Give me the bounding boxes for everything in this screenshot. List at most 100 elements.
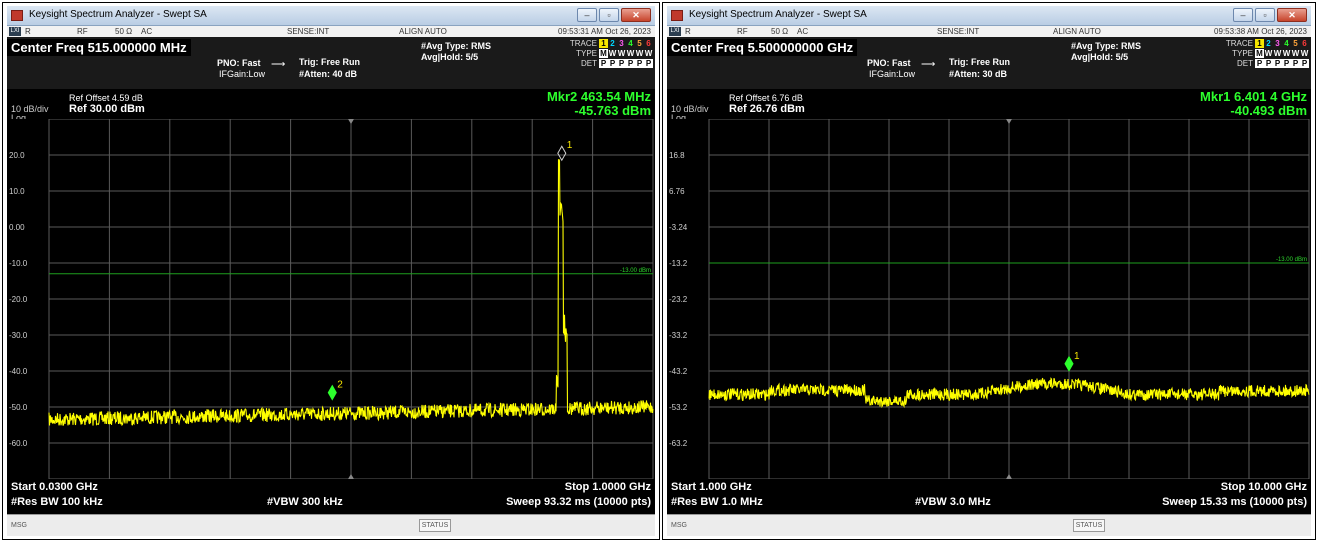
marker-frequency-readout: Mkr2 463.54 MHz: [546, 89, 651, 104]
lxi-icon: LXI: [669, 27, 681, 36]
sweep-time[interactable]: Sweep 93.32 ms (10000 pts): [506, 496, 651, 508]
pno-setting: PNO: Fast: [867, 58, 911, 68]
minimize-button[interactable]: –: [577, 8, 597, 22]
spectrum-trace: [48, 158, 654, 427]
start-frequency[interactable]: Start 0.0300 GHz: [11, 481, 98, 493]
marker-number-label: 1: [1074, 351, 1080, 362]
sweep-time[interactable]: Sweep 15.33 ms (10000 pts): [1162, 496, 1307, 508]
sense-indicator: SENSE:INT: [287, 27, 330, 36]
settings-header: Center Freq 515.000000 MHz PNO: Fast IFG…: [7, 37, 655, 89]
center-frequency[interactable]: Center Freq 515.000000 MHz: [7, 39, 191, 56]
spectrum-trace: [708, 377, 1310, 409]
trace-status-box: TRACE 1 2 3 4 5 6 TYPE M WWWWW DET P P P P P P: [567, 39, 653, 69]
coupling-indicator: AC: [141, 27, 153, 36]
status-label: STATUS: [419, 519, 451, 532]
app-icon: [11, 10, 23, 21]
marker-diamond-icon: [327, 384, 337, 401]
marker-amplitude-readout: -40.493 dBm: [1230, 103, 1307, 118]
ref-level: Ref 26.76 dBm: [729, 103, 805, 115]
video-bandwidth[interactable]: #VBW 300 kHz: [267, 496, 343, 508]
spectrum-svg: 16.8 6.76 -3.24 -13.2 -23.2 -33.2 -43.2 -53.2 -6…: [669, 119, 1310, 479]
log-label: Log: [11, 113, 27, 123]
y-tick-label: 6.76: [669, 187, 685, 196]
y-tick-label: -3.24: [669, 223, 688, 232]
trace-row: TRACE 1 2 3 4 5 6: [569, 39, 651, 48]
settings-header: Center Freq 5.500000000 GHz PNO: Fast IF…: [667, 37, 1311, 89]
trace-status-box: TRACE 1 2 3 4 5 6 TYPE M WWWWW DET P P P P P P: [1223, 39, 1309, 69]
align-indicator: ALIGN AUTO: [399, 27, 447, 36]
det-row: DET P P P P P P: [1237, 59, 1309, 68]
maximize-button[interactable]: ▫: [1255, 8, 1275, 22]
center-top-tick-icon: [1006, 119, 1012, 124]
ifgain-setting: IFGain:Low: [869, 69, 916, 79]
timestamp: 09:53:31 AM Oct 26, 2023: [558, 27, 651, 36]
resolution-bandwidth[interactable]: #Res BW 1.0 MHz: [671, 496, 763, 508]
marker-number-label: 1: [567, 140, 573, 151]
close-button[interactable]: ✕: [621, 8, 651, 22]
y-tick-label: -43.2: [669, 367, 688, 376]
ref-level: Ref 30.00 dBm: [69, 103, 145, 115]
instrument-status-row: LXI R RF 50 Ω AC SENSE:INT ALIGN AUTO 09…: [7, 26, 655, 37]
det-row: DET P P P P P P: [581, 59, 653, 68]
title-bar: Keysight Spectrum Analyzer - Swept SA – …: [7, 6, 655, 26]
window-title: Keysight Spectrum Analyzer - Swept SA: [29, 9, 207, 20]
center-bottom-tick-icon: [1006, 474, 1012, 479]
log-label: Log: [671, 113, 687, 123]
start-frequency[interactable]: Start 1.000 GHz: [671, 481, 752, 493]
ref-offset: Ref Offset 6.76 dB: [729, 93, 803, 103]
stop-frequency[interactable]: Stop 10.000 GHz: [1220, 481, 1307, 493]
y-tick-label: -50.0: [9, 403, 28, 412]
msg-label: MSG: [11, 522, 27, 529]
video-bandwidth[interactable]: #VBW 3.0 MHz: [915, 496, 991, 508]
type-row: TYPE M WWWWW: [576, 49, 653, 58]
pno-setting: PNO: Fast: [217, 58, 261, 68]
trigger-arrow-icon: ⟶: [921, 59, 936, 70]
spectrum-svg: 20.0 10.0 0.00 -10.0 -20.0 -30.0 -40.0 -50.0 -60…: [9, 119, 654, 479]
close-button[interactable]: ✕: [1277, 8, 1307, 22]
limit-line-label: -13.00 dBm: [620, 268, 651, 274]
instrument-status-row: LXI R RF 50 Ω AC SENSE:INT ALIGN AUTO 09…: [667, 26, 1311, 37]
scale-per-div: 10 dB/div: [11, 104, 49, 114]
sweep-footer: Start 0.0300 GHz Stop 1.0000 GHz #Res BW…: [7, 479, 655, 513]
limit-line-label: -13.00 dBm: [1276, 257, 1307, 263]
maximize-button[interactable]: ▫: [599, 8, 619, 22]
center-frequency[interactable]: Center Freq 5.500000000 GHz: [667, 39, 858, 56]
marker-diamond-icon: [557, 145, 567, 162]
spectrum-display[interactable]: 20.0 10.0 0.00 -10.0 -20.0 -30.0 -40.0 -50.0 -60…: [7, 119, 655, 479]
message-bar: MSG STATUS: [7, 514, 655, 536]
avg-hold: Avg|Hold: 5/5: [421, 52, 479, 62]
y-tick-label: -40.0: [9, 367, 28, 376]
avg-hold: Avg|Hold: 5/5: [1071, 52, 1129, 62]
attenuation-setting: #Atten: 40 dB: [299, 69, 358, 79]
reference-area: Ref Offset 6.76 dB 10 dB/div Ref 26.76 d…: [667, 89, 1311, 123]
scale-per-div: 10 dB/div: [671, 104, 709, 114]
trigger-setting: Trig: Free Run: [949, 57, 1011, 67]
ref-offset: Ref Offset 4.59 dB: [69, 93, 143, 103]
marker-number-label: 2: [337, 380, 343, 391]
app-icon: [671, 10, 683, 21]
resolution-bandwidth[interactable]: #Res BW 100 kHz: [11, 496, 103, 508]
trigger-setting: Trig: Free Run: [299, 57, 361, 67]
spectrum-display[interactable]: 16.8 6.76 -3.24 -13.2 -23.2 -33.2 -43.2 -53.2 -6…: [667, 119, 1311, 479]
y-tick-label: 10.0: [9, 187, 25, 196]
message-bar: MSG STATUS: [667, 514, 1311, 536]
input-indicator: RF: [737, 27, 748, 36]
left-screenshot-frame: Keysight Spectrum Analyzer - Swept SA – …: [2, 2, 660, 540]
y-tick-label: -10.0: [9, 259, 28, 268]
y-tick-label: -30.0: [9, 331, 28, 340]
coupling-indicator: AC: [797, 27, 809, 36]
msg-label: MSG: [671, 522, 687, 529]
avg-type: #Avg Type: RMS: [421, 41, 492, 51]
sweep-footer: Start 1.000 GHz Stop 10.000 GHz #Res BW …: [667, 479, 1311, 513]
avg-type: #Avg Type: RMS: [1071, 41, 1142, 51]
title-bar: Keysight Spectrum Analyzer - Swept SA – …: [667, 6, 1311, 26]
impedance-indicator: 50 Ω: [115, 27, 133, 36]
ifgain-setting: IFGain:Low: [219, 69, 266, 79]
timestamp: 09:53:38 AM Oct 26, 2023: [1214, 27, 1307, 36]
center-bottom-tick-icon: [348, 474, 354, 479]
y-tick-label: -60.0: [9, 439, 28, 448]
y-tick-label: -23.2: [669, 295, 688, 304]
mode-indicator: R: [25, 27, 31, 36]
minimize-button[interactable]: –: [1233, 8, 1253, 22]
stop-frequency[interactable]: Stop 1.0000 GHz: [564, 481, 651, 493]
